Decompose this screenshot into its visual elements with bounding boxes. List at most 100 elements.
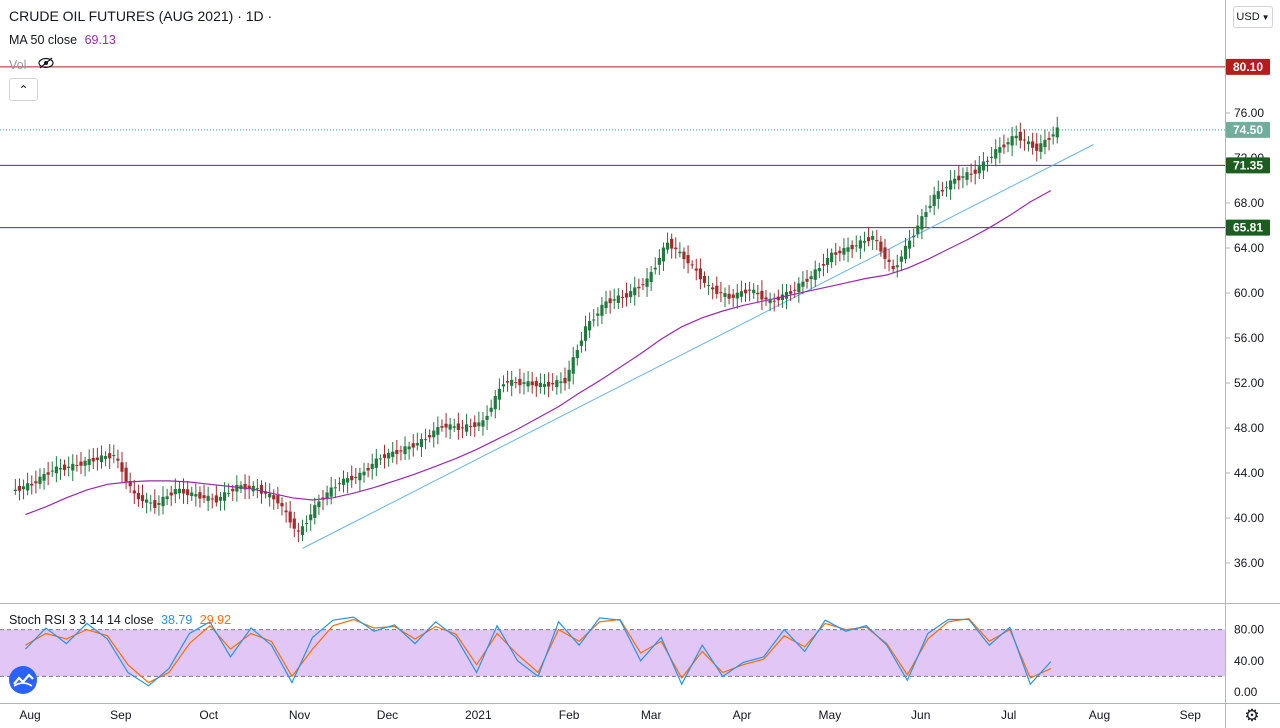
candle-body xyxy=(116,458,120,461)
candle-body xyxy=(350,475,354,481)
vol-legend[interactable]: Vol xyxy=(9,57,54,72)
candle-body xyxy=(875,240,879,242)
candle-body xyxy=(493,396,497,410)
candle-body xyxy=(903,245,908,260)
candle-body xyxy=(641,284,645,286)
candle-body xyxy=(789,291,793,294)
candle-body xyxy=(382,454,387,458)
candle-body xyxy=(579,340,584,346)
candle-body xyxy=(616,295,620,303)
candle-body xyxy=(817,268,821,272)
candle-body xyxy=(54,466,58,474)
candle-body xyxy=(358,472,362,481)
symbol-title[interactable]: CRUDE OIL FUTURES (AUG 2021) · 1D · xyxy=(9,8,272,24)
ma-legend[interactable]: MA 50 close 69.13 xyxy=(9,33,116,47)
candle-body xyxy=(899,256,903,262)
candle-body xyxy=(953,178,957,184)
candle-body xyxy=(313,505,317,518)
collapse-legend-button[interactable]: ⌃ xyxy=(9,78,38,101)
candle-body xyxy=(497,388,501,400)
candle-body xyxy=(575,350,579,359)
candle-body xyxy=(296,530,300,532)
candle-body xyxy=(177,488,182,494)
candle-body xyxy=(604,301,608,309)
candle-body xyxy=(563,377,567,384)
candle-body xyxy=(30,483,34,486)
price-tick-label: 56.00 xyxy=(1234,331,1264,345)
candle-body xyxy=(592,319,596,321)
candle-body xyxy=(38,476,42,484)
candle-body xyxy=(830,252,834,263)
candle-body xyxy=(961,176,965,178)
candle-body xyxy=(514,382,518,384)
candle-body xyxy=(776,296,780,301)
price-tick-label: 44.00 xyxy=(1234,466,1264,480)
candle-body xyxy=(79,461,83,466)
candle-body xyxy=(95,457,99,460)
tradingview-logo-icon[interactable] xyxy=(9,666,37,694)
candle-body xyxy=(682,251,686,260)
candle-body xyxy=(985,160,990,162)
candle-body xyxy=(206,495,210,501)
candle-body xyxy=(612,299,616,301)
candle-body xyxy=(259,485,264,494)
candle-body xyxy=(103,456,108,459)
currency-label: USD xyxy=(1236,11,1260,23)
candle-body xyxy=(756,292,760,295)
candle-body xyxy=(854,245,858,247)
candle-body xyxy=(801,281,805,287)
price-tick-label: 40.00 xyxy=(1234,511,1264,525)
candle-body xyxy=(727,293,731,299)
candle-body xyxy=(140,495,145,502)
candle-body xyxy=(485,415,489,420)
last-price-label-box xyxy=(1226,121,1270,138)
candle-body xyxy=(71,463,75,471)
candle-body xyxy=(202,495,206,499)
candle-body xyxy=(153,500,157,508)
candle-body xyxy=(161,496,165,507)
time-axis-label: Sep xyxy=(110,708,132,722)
candle-body xyxy=(333,487,337,489)
candle-body xyxy=(990,156,994,158)
candle-body xyxy=(526,381,530,387)
candle-body xyxy=(858,240,862,249)
currency-select[interactable]: USD ▼ xyxy=(1233,6,1273,28)
candle-body xyxy=(809,276,813,280)
candle-body xyxy=(268,493,272,498)
candle-body xyxy=(341,478,346,485)
candle-body xyxy=(895,265,899,268)
hidden-eye-icon[interactable] xyxy=(38,57,54,72)
candle-body xyxy=(423,439,428,441)
candle-body xyxy=(846,247,850,252)
candle-body xyxy=(555,380,559,388)
candle-body xyxy=(460,427,465,429)
candle-body xyxy=(214,495,218,503)
candle-body xyxy=(530,381,534,386)
candle-body xyxy=(198,492,202,499)
gear-icon[interactable]: ⚙ xyxy=(1244,706,1260,725)
candle-body xyxy=(132,490,136,494)
candle-body xyxy=(735,292,739,299)
candle-body xyxy=(674,247,678,250)
stoch-legend[interactable]: Stoch RSI 3 3 14 14 close 38.79 29.92 xyxy=(9,613,231,627)
candle-body xyxy=(653,267,657,270)
candle-body xyxy=(620,296,625,298)
candle-body xyxy=(419,439,424,447)
candle-body xyxy=(571,357,575,374)
time-axis-label: Jul xyxy=(1001,708,1016,722)
candle-body xyxy=(62,464,67,471)
candle-body xyxy=(813,269,817,280)
candle-body xyxy=(1043,140,1047,148)
candle-body xyxy=(1022,139,1027,141)
candle-body xyxy=(403,446,407,455)
trendline[interactable] xyxy=(302,144,1094,549)
candle-body xyxy=(596,313,600,316)
candle-body xyxy=(834,252,838,255)
candle-body xyxy=(887,259,891,262)
candle-body xyxy=(440,426,444,428)
stoch-k-line[interactable] xyxy=(24,616,1052,687)
candle-body xyxy=(825,257,830,265)
ma50-line[interactable] xyxy=(25,190,1052,516)
candle-body xyxy=(17,485,22,491)
